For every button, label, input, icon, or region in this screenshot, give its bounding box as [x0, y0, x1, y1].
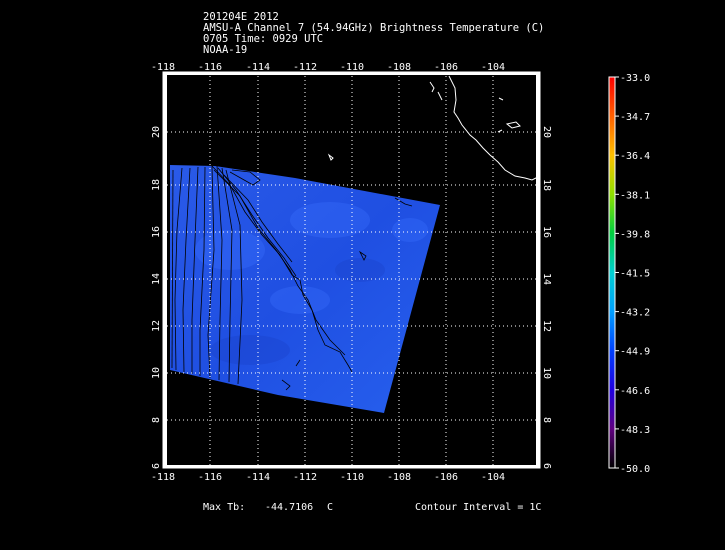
lon-tick-top: -112 [293, 62, 317, 73]
colorbar-label: -38.1 [620, 190, 650, 201]
max-tb-unit: C [327, 502, 334, 513]
lat-tick-left: 14 [151, 273, 162, 285]
title-channel: AMSU-A Channel 7 (54.94GHz) Brightness T… [203, 22, 545, 34]
colorbar [608, 76, 616, 469]
lon-tick-top: -106 [434, 62, 458, 73]
colorbar-label: -39.8 [620, 229, 650, 240]
contour-interval: Contour Interval = 1C [415, 502, 542, 513]
lat-tick-left: 8 [151, 417, 162, 423]
colorbar-label: -46.6 [620, 386, 650, 397]
lon-tick-bottom: -106 [434, 472, 458, 483]
coastline [327, 75, 541, 181]
lon-tick-top: -110 [340, 62, 364, 73]
lat-tick-left: 10 [151, 367, 162, 379]
contour-lines [171, 165, 413, 391]
lon-tick-top: -104 [481, 62, 505, 73]
title-satellite: NOAA-19 [203, 44, 248, 56]
colorbar-label: -33.0 [620, 73, 650, 84]
lon-tick-bottom: -118 [151, 472, 175, 483]
lon-tick-top: -116 [198, 62, 222, 73]
lon-tick-top: -114 [246, 62, 270, 73]
colorbar-label: -43.2 [620, 308, 650, 319]
colorbar-label: -36.4 [620, 151, 650, 162]
lat-tick-left: 20 [151, 126, 162, 138]
colorbar-label: -41.5 [620, 269, 650, 280]
lon-tick-bottom: -112 [293, 472, 317, 483]
lon-tick-top: -108 [387, 62, 411, 73]
max-tb-value: -44.7106 [265, 502, 314, 513]
lat-tick-right: 8 [541, 417, 552, 423]
lat-tick-right: 14 [541, 273, 552, 285]
colorbar-label: -48.3 [620, 425, 650, 436]
lat-tick-right: 20 [541, 126, 552, 138]
lon-tick-bottom: -108 [387, 472, 411, 483]
lat-tick-left: 12 [151, 320, 162, 332]
title-date: 201204E 2012 [203, 11, 279, 23]
lon-tick-top: -118 [151, 62, 175, 73]
max-tb-label: Max Tb: [203, 502, 246, 513]
title-time: 0705 Time: 0929 UTC [203, 33, 324, 45]
lon-tick-bottom: -104 [481, 472, 505, 483]
colorbar-label: -34.7 [620, 112, 650, 123]
colorbar-label: -44.9 [620, 347, 650, 358]
lat-tick-left: 18 [151, 179, 162, 191]
lat-tick-right: 10 [541, 367, 552, 379]
lat-tick-left: 16 [151, 226, 162, 238]
lat-tick-right: 16 [541, 226, 552, 238]
lon-tick-bottom: -116 [198, 472, 222, 483]
lat-tick-right: 12 [541, 320, 552, 332]
lat-tick-left: 6 [151, 463, 162, 469]
frame-rulers [163, 72, 540, 468]
lat-tick-right: 6 [541, 463, 552, 469]
lon-tick-bottom: -110 [340, 472, 364, 483]
lat-tick-right: 18 [541, 179, 552, 191]
lon-tick-bottom: -114 [246, 472, 270, 483]
grid-lines [163, 72, 540, 468]
colorbar-label: -50.0 [620, 464, 650, 475]
